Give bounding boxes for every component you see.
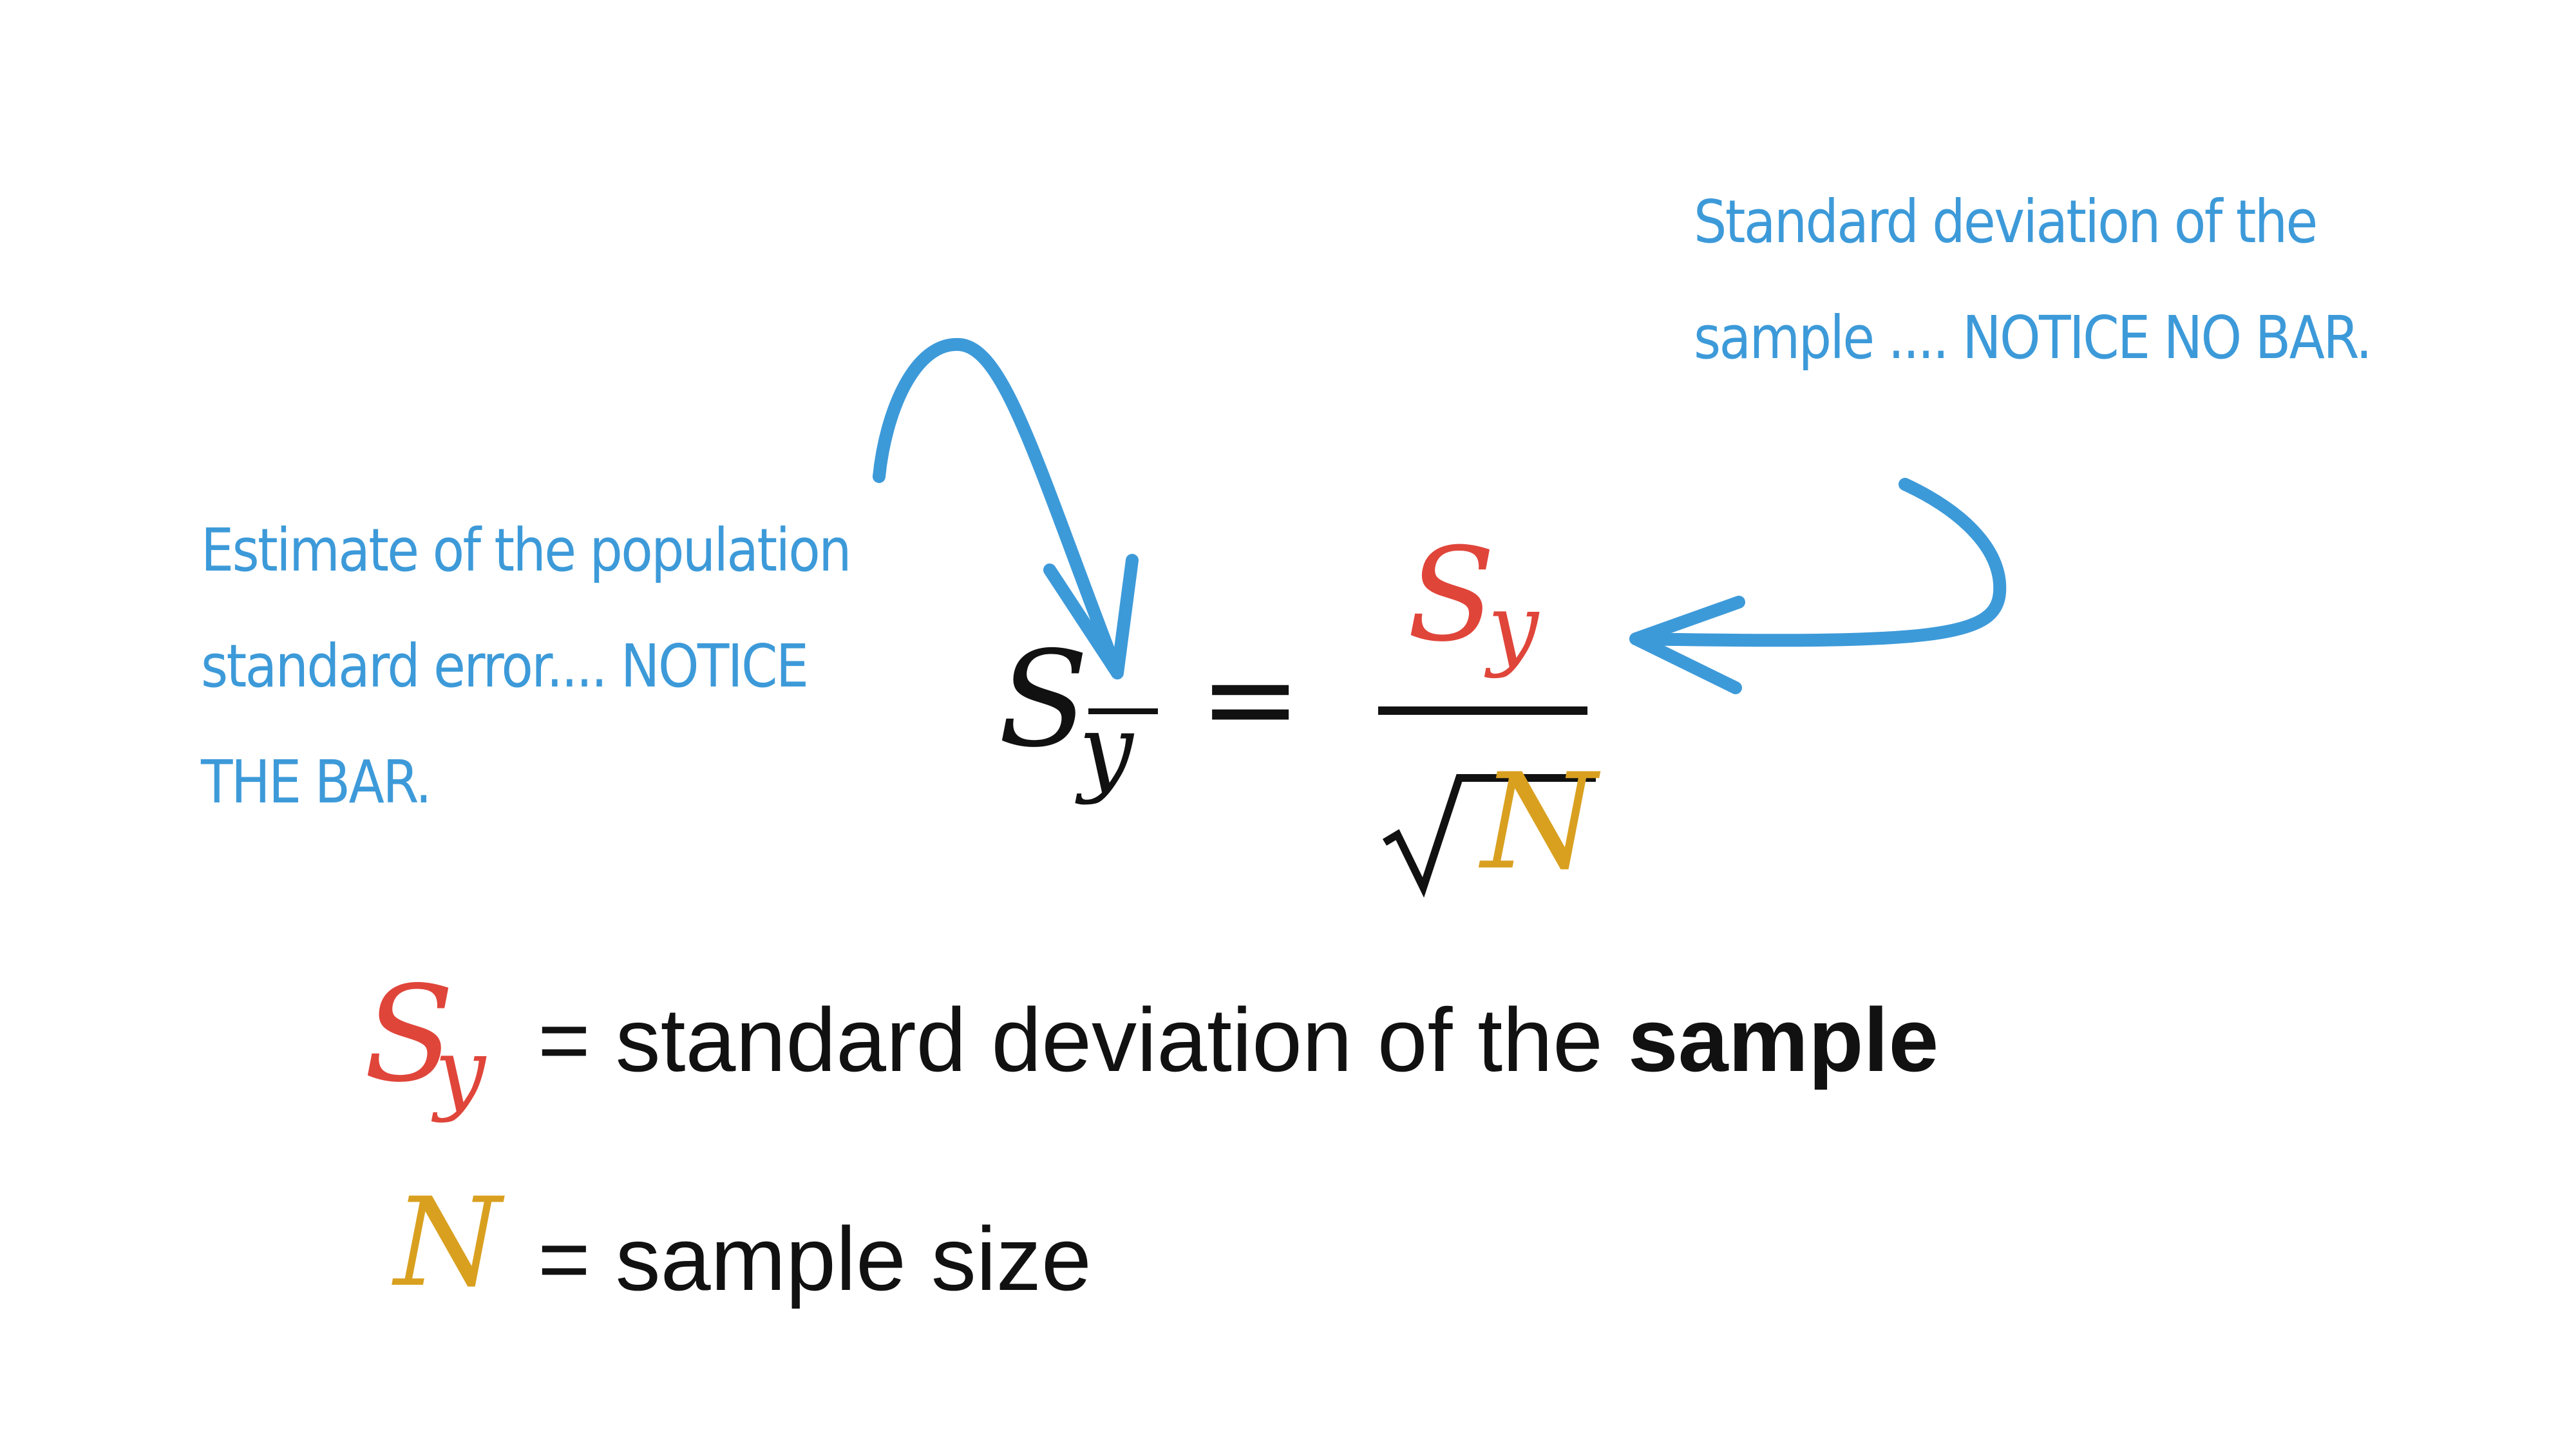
legend-sy-symbol: S bbox=[364, 958, 455, 1112]
legend-sy-text: = standard deviation of the bbox=[538, 989, 1628, 1090]
right-arrow-icon bbox=[1629, 478, 2007, 647]
annotation-right-line-1: Standard deviation of the bbox=[1694, 187, 2318, 256]
formula-lhs-symbol: S bbox=[998, 623, 1089, 777]
annotation-right-line-2: sample .... NOTICE NO BAR. bbox=[1694, 303, 2372, 372]
formula-lhs-subscript: y bbox=[1079, 694, 1133, 806]
formula-numerator-symbol: S bbox=[1407, 520, 1496, 670]
legend-n-definition: = sample size bbox=[538, 1208, 1092, 1309]
annotation-population-standard-error: Estimate of the population standard erro… bbox=[201, 493, 852, 840]
legend-sy-definition: = standard deviation of the sample bbox=[538, 995, 1938, 1085]
formula-numerator-subscript: y bbox=[1488, 575, 1539, 680]
formula-lhs-bar bbox=[1088, 708, 1158, 714]
formula-fraction-bar bbox=[1378, 706, 1587, 715]
legend-sy-emphasis: sample bbox=[1627, 989, 1939, 1090]
legend-sy-subscript: y bbox=[435, 1019, 486, 1124]
left-arrowhead-icon bbox=[1043, 554, 1139, 679]
annotation-left-line-3: THE BAR. bbox=[201, 748, 432, 817]
annotation-left-line-1: Estimate of the population bbox=[201, 516, 852, 585]
annotation-sample-standard-deviation: Standard deviation of the sample .... NO… bbox=[1694, 164, 2372, 396]
right-arrowhead-icon bbox=[1629, 596, 1745, 694]
square-root-icon bbox=[1382, 774, 1596, 898]
formula-equals-sign: = bbox=[1199, 627, 1302, 770]
left-arrow-icon bbox=[873, 337, 1124, 679]
legend-n-symbol: N bbox=[394, 1171, 502, 1314]
formula-denominator-symbol: N bbox=[1481, 746, 1597, 899]
annotation-left-line-2: standard error.... NOTICE bbox=[201, 632, 809, 701]
